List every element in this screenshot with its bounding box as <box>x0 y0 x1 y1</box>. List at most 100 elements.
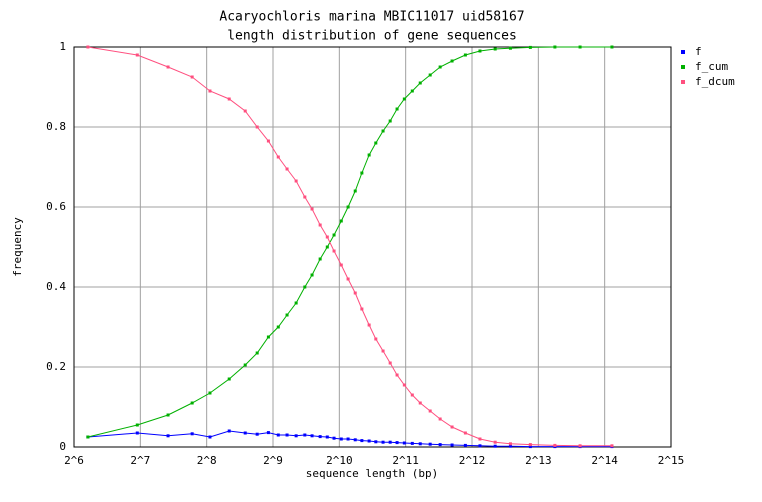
data-point <box>493 444 497 448</box>
data-point <box>255 351 259 355</box>
legend-marker <box>681 65 685 69</box>
data-point <box>208 391 212 395</box>
y-tick-label: 0 <box>59 440 66 453</box>
data-point <box>243 109 247 113</box>
x-tick-label: 2^11 <box>392 454 419 467</box>
data-point <box>438 443 442 447</box>
data-point <box>325 245 329 249</box>
data-point <box>418 442 422 446</box>
x-tick-label: 2^15 <box>658 454 685 467</box>
data-point <box>395 441 399 445</box>
data-point <box>428 442 432 446</box>
y-tick-label: 0.4 <box>46 280 66 293</box>
x-tick-label: 2^9 <box>263 454 283 467</box>
data-point <box>353 291 357 295</box>
data-point <box>310 434 314 438</box>
series-line <box>87 430 612 448</box>
data-point <box>508 444 512 448</box>
data-point <box>374 440 378 444</box>
x-tick-label: 2^10 <box>326 454 353 467</box>
data-point <box>243 363 247 367</box>
data-point <box>410 89 414 93</box>
data-point <box>294 179 298 183</box>
data-point <box>266 431 270 435</box>
data-point <box>418 81 422 85</box>
data-point <box>276 433 280 437</box>
data-point <box>463 443 467 447</box>
data-point <box>508 46 512 50</box>
data-point <box>346 205 350 209</box>
chart-title: Acaryochloris marina MBIC11017 uid58167 <box>219 10 524 25</box>
chart-subtitle: length distribution of gene sequences <box>227 29 517 44</box>
data-point <box>318 257 322 261</box>
data-point <box>266 335 270 339</box>
data-point <box>428 73 432 77</box>
data-point <box>450 443 454 447</box>
data-point <box>339 437 343 441</box>
data-point <box>438 65 442 69</box>
data-point <box>86 45 90 49</box>
data-point <box>508 442 512 446</box>
data-point <box>528 445 532 449</box>
y-tick-label: 1 <box>59 40 66 53</box>
data-point <box>166 434 170 438</box>
legend-marker <box>681 80 685 84</box>
data-point <box>367 323 371 327</box>
data-point <box>402 441 406 445</box>
data-point <box>360 307 364 311</box>
data-point <box>395 373 399 377</box>
data-point <box>578 444 582 448</box>
data-point <box>353 189 357 193</box>
data-point <box>325 435 329 439</box>
series-line <box>87 46 612 438</box>
data-point <box>255 432 259 436</box>
x-axis-label: sequence length (bp) <box>306 467 438 480</box>
data-point <box>553 443 557 447</box>
data-point <box>303 195 307 199</box>
data-point <box>381 349 385 353</box>
data-point <box>276 325 280 329</box>
data-point <box>410 441 414 445</box>
data-point <box>493 440 497 444</box>
data-point <box>360 171 364 175</box>
data-point <box>450 59 454 63</box>
legend-marker <box>681 50 685 54</box>
data-point <box>135 431 139 435</box>
x-tick-label: 2^13 <box>525 454 552 467</box>
data-point <box>388 440 392 444</box>
data-point <box>428 409 432 413</box>
data-point <box>450 425 454 429</box>
plot-frame <box>73 46 672 448</box>
data-point <box>310 273 314 277</box>
x-tick-label: 2^14 <box>591 454 618 467</box>
data-point <box>402 383 406 387</box>
data-point <box>438 417 442 421</box>
data-point <box>318 223 322 227</box>
y-tick-label: 0.6 <box>46 200 66 213</box>
data-point <box>388 361 392 365</box>
data-point <box>166 65 170 69</box>
data-point <box>276 155 280 159</box>
data-point <box>353 438 357 442</box>
data-point <box>166 413 170 417</box>
data-point <box>86 435 90 439</box>
series-line <box>87 46 612 447</box>
data-point <box>190 75 194 79</box>
legend-label: f_cum <box>695 60 728 73</box>
data-point <box>610 45 614 49</box>
data-point <box>285 167 289 171</box>
x-tick-label: 2^8 <box>197 454 217 467</box>
data-point <box>346 277 350 281</box>
data-point <box>553 45 557 49</box>
data-point <box>463 431 467 435</box>
data-point <box>285 313 289 317</box>
data-point <box>478 444 482 448</box>
data-point <box>381 440 385 444</box>
x-tick-label: 2^7 <box>130 454 150 467</box>
data-point <box>303 285 307 289</box>
data-point <box>190 401 194 405</box>
legend-label: f <box>695 45 702 58</box>
data-point <box>325 235 329 239</box>
